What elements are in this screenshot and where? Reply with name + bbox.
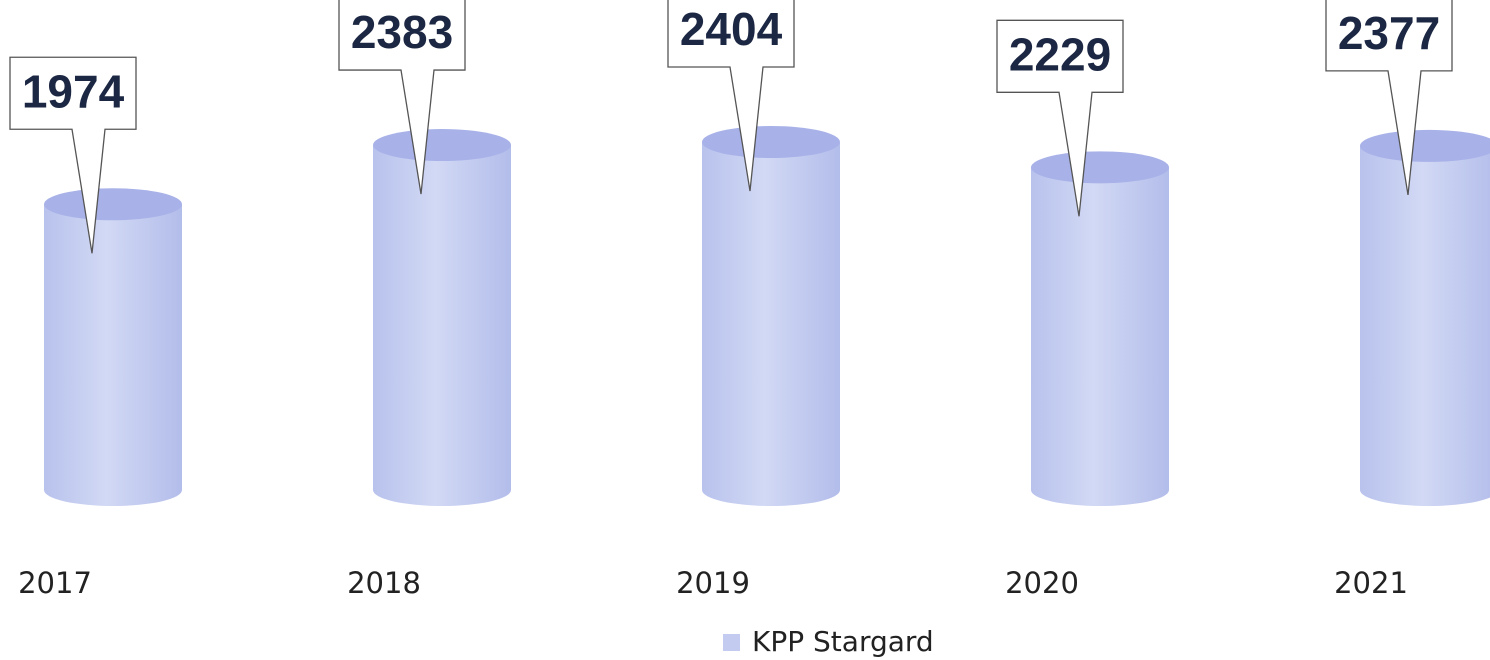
x-tick-label: 2019	[676, 566, 750, 600]
cylinder-top	[702, 126, 840, 158]
callout	[1325, 0, 1453, 196]
cylinder-body	[1360, 145, 1490, 506]
callout	[338, 0, 466, 195]
callout	[667, 0, 795, 192]
cylinder-top	[1031, 151, 1169, 184]
data-label: 2383	[351, 6, 453, 58]
cylinder	[1360, 129, 1490, 506]
data-label: 1974	[22, 65, 125, 117]
callout	[9, 56, 137, 254]
cylinder	[373, 129, 511, 507]
cylinder-body	[702, 142, 840, 506]
cylinder-body	[44, 204, 182, 506]
cylinder-body	[1031, 167, 1169, 507]
cylinder	[1031, 151, 1169, 507]
legend-label: KPP Stargard	[752, 625, 934, 658]
cylinder-top	[1360, 129, 1490, 162]
cylinder	[702, 126, 840, 506]
data-label: 2377	[1338, 7, 1440, 59]
data-label: 2404	[680, 3, 783, 55]
legend-swatch	[723, 634, 740, 651]
data-label: 2229	[1009, 28, 1111, 80]
cylinder-body	[373, 145, 511, 507]
x-tick-label: 2017	[18, 566, 92, 600]
cylinder-top	[373, 129, 511, 162]
cylinder	[44, 188, 182, 506]
x-tick-label: 2020	[1005, 566, 1079, 600]
callout	[996, 19, 1124, 217]
cylinder-top	[44, 188, 182, 221]
x-tick-label: 2018	[347, 566, 421, 600]
x-tick-label: 2021	[1334, 566, 1408, 600]
